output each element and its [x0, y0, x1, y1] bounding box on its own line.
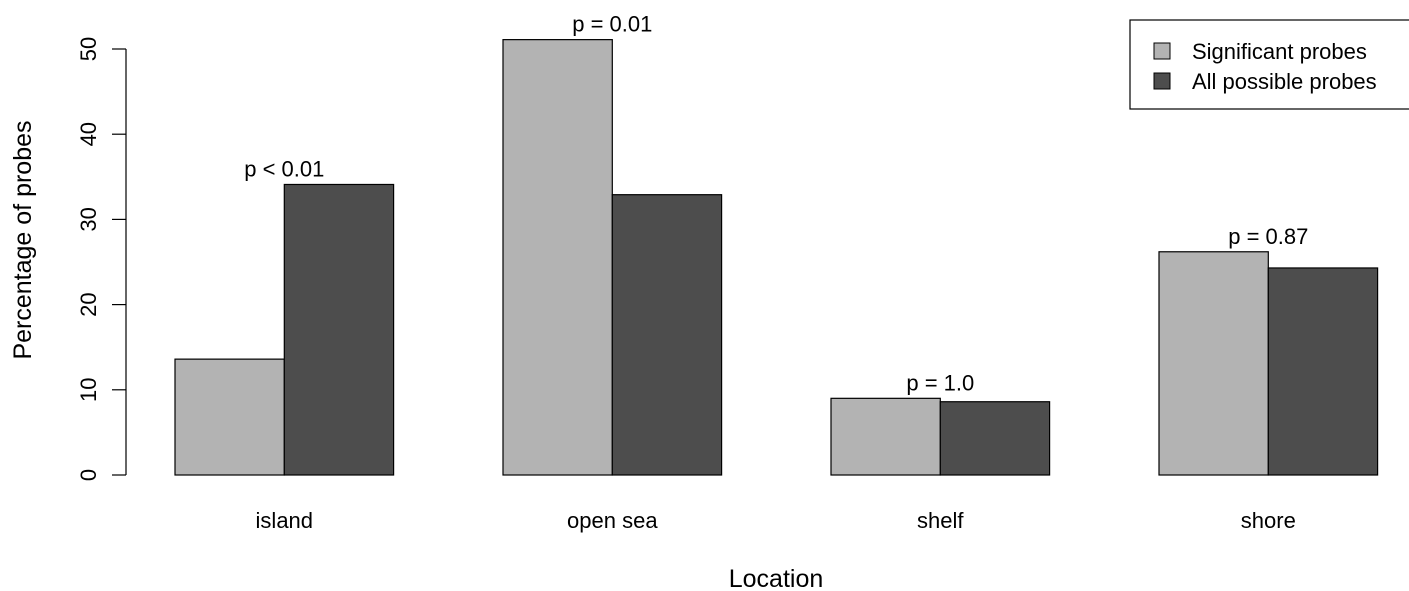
- category-labels: island open sea shelf shore: [256, 508, 1296, 533]
- legend-label-all-possible-probes: All possible probes: [1192, 69, 1377, 94]
- y-axis-title: Percentage of probes: [9, 120, 37, 359]
- category-label: island: [256, 508, 313, 533]
- category-label: shelf: [917, 508, 964, 533]
- y-tick-label: 40: [76, 122, 101, 146]
- p-value-label: p = 0.87: [1228, 224, 1308, 249]
- p-value-label: p = 1.0: [906, 370, 974, 395]
- y-tick-label: 10: [76, 378, 101, 402]
- category-label: open sea: [567, 508, 658, 533]
- bar-island-significant-probes: [174, 358, 285, 476]
- y-tick-label: 0: [76, 469, 101, 481]
- y-tick-label: 20: [76, 292, 101, 316]
- bar-shelf-all-possible-probes: [939, 401, 1051, 476]
- p-value-label: p = 0.01: [572, 12, 652, 37]
- y-tick-label: 30: [76, 207, 101, 231]
- p-value-label: p < 0.01: [244, 156, 324, 181]
- legend: Significant probes All possible probes: [1129, 19, 1409, 110]
- y-axis: 0 10 20 30 40 50: [76, 37, 127, 481]
- bar-open-sea-all-possible-probes: [611, 194, 723, 476]
- bar-shore-significant-probes: [1158, 251, 1269, 476]
- x-axis-title: Location: [729, 565, 824, 591]
- p-value-annotations: p < 0.01 p = 0.01 p = 1.0 p = 0.87: [244, 12, 1308, 396]
- legend-swatch-significant-probes: [1153, 42, 1171, 60]
- legend-box: [1129, 19, 1409, 110]
- category-label: shore: [1241, 508, 1296, 533]
- bar-shore-all-possible-probes: [1267, 267, 1379, 476]
- bar-open-sea-significant-probes: [502, 39, 613, 476]
- bar-shelf-significant-probes: [830, 397, 941, 476]
- bars: [174, 39, 1379, 476]
- legend-label-significant-probes: Significant probes: [1192, 39, 1367, 64]
- legend-swatch-all-possible-probes: [1153, 72, 1171, 90]
- y-tick-label: 50: [76, 37, 101, 61]
- bar-island-all-possible-probes: [283, 183, 395, 476]
